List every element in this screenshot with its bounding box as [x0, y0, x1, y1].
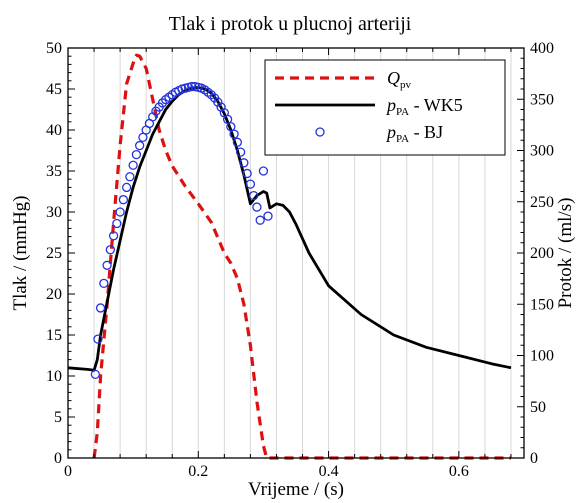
- x-axis-title: Vrijeme / (s): [248, 479, 344, 500]
- pressure_bj-point: [105, 245, 115, 255]
- pressure_bj-point: [125, 172, 135, 182]
- y-right-tick-label: 200: [530, 245, 554, 262]
- y-right-tick-label: 250: [530, 194, 554, 211]
- y-left-tick-label: 45: [46, 81, 62, 98]
- pressure_bj-point: [115, 207, 125, 217]
- y-right-tick-label: 300: [530, 143, 554, 160]
- y-left-tick-label: 0: [54, 450, 62, 467]
- pressure_bj-point: [232, 137, 243, 147]
- pressure_bj-point: [187, 81, 197, 92]
- pressure_bj-point: [131, 149, 142, 160]
- pressure_bj-point: [258, 166, 269, 176]
- y-right-tick-label: 350: [530, 91, 554, 108]
- y-left-tick-label: 20: [46, 286, 62, 303]
- pressure_bj-point: [93, 334, 103, 344]
- pressure_bj-point: [90, 369, 101, 380]
- pressure_bj-point: [128, 160, 138, 170]
- x-tick-label: 0.4: [319, 463, 339, 480]
- legend-label-flow: Qpv: [387, 68, 412, 91]
- series-layer: [67, 53, 512, 460]
- y-left-tick-label: 10: [46, 368, 62, 385]
- chart-title: Tlak i protok u plucnoj arteriji: [169, 13, 412, 35]
- pressure_bj-point: [263, 211, 273, 221]
- pressure_bj-point: [95, 303, 106, 313]
- pressure_bj-point: [138, 132, 148, 143]
- x-tick-label: 0: [64, 463, 72, 480]
- y-left-tick-label: 15: [46, 327, 62, 344]
- y-left-tick-label: 25: [46, 245, 62, 262]
- pressure_bj-point: [102, 260, 112, 270]
- y-axis-left-title: Tlak / (mmHg): [10, 195, 31, 310]
- pressure_bj-point: [112, 218, 122, 229]
- y-right-tick-label: 50: [530, 399, 546, 416]
- pressure_bj-point: [206, 90, 216, 100]
- pressure_bj-point: [213, 97, 223, 107]
- pressure_bj-point: [252, 202, 262, 212]
- legend-marker-pressure_bj: [315, 127, 325, 137]
- pressure_bj-point: [255, 215, 265, 225]
- y-left-tick-label: 35: [46, 163, 62, 180]
- y-axis-right-title: Protok / (ml/s): [555, 198, 576, 309]
- legend: Qpv pPA - WK5 pPA - BJ: [264, 59, 506, 156]
- y-left-tick-label: 50: [46, 40, 62, 57]
- y-left-tick-label: 30: [46, 204, 62, 221]
- pressure_bj-point: [108, 231, 119, 241]
- legend-box: [264, 59, 506, 156]
- y-right-tick-label: 400: [530, 40, 554, 57]
- y-left-tick-label: 5: [54, 409, 62, 426]
- pressure_bj-point: [245, 179, 256, 189]
- pressure_bj-point: [229, 129, 239, 139]
- axes-ticks: 0 0.2 0.4 0.6 0 5 10 15 20 25 30 35 40 45 50 0 50 100 150 2…: [46, 40, 554, 480]
- pressure_bj-point: [121, 182, 132, 193]
- x-tick-label: 0.2: [188, 463, 208, 480]
- pressure_bj-point: [249, 190, 259, 201]
- y-right-tick-label: 0: [530, 450, 538, 467]
- legend-label-pressure_wk5: pPA - WK5: [385, 95, 463, 118]
- pressure_bj-point: [135, 140, 145, 151]
- pressure_bj-point: [235, 147, 246, 157]
- pressure_bj-point: [239, 158, 249, 168]
- pressure_bj-point: [242, 168, 252, 179]
- y-left-tick-label: 40: [46, 122, 62, 139]
- legend-label-pressure_bj: pPA - BJ: [385, 122, 443, 145]
- pressure_bj-point: [118, 195, 129, 205]
- pressure_bj-point: [99, 278, 109, 288]
- y-right-tick-label: 150: [530, 296, 554, 313]
- x-tick-label: 0.6: [449, 463, 469, 480]
- flow-line: [92, 53, 511, 460]
- pressure_bj-point: [157, 98, 168, 108]
- pressure_bj-point: [222, 114, 233, 124]
- y-right-tick-label: 100: [530, 348, 554, 365]
- pressure_bj-point: [226, 122, 236, 132]
